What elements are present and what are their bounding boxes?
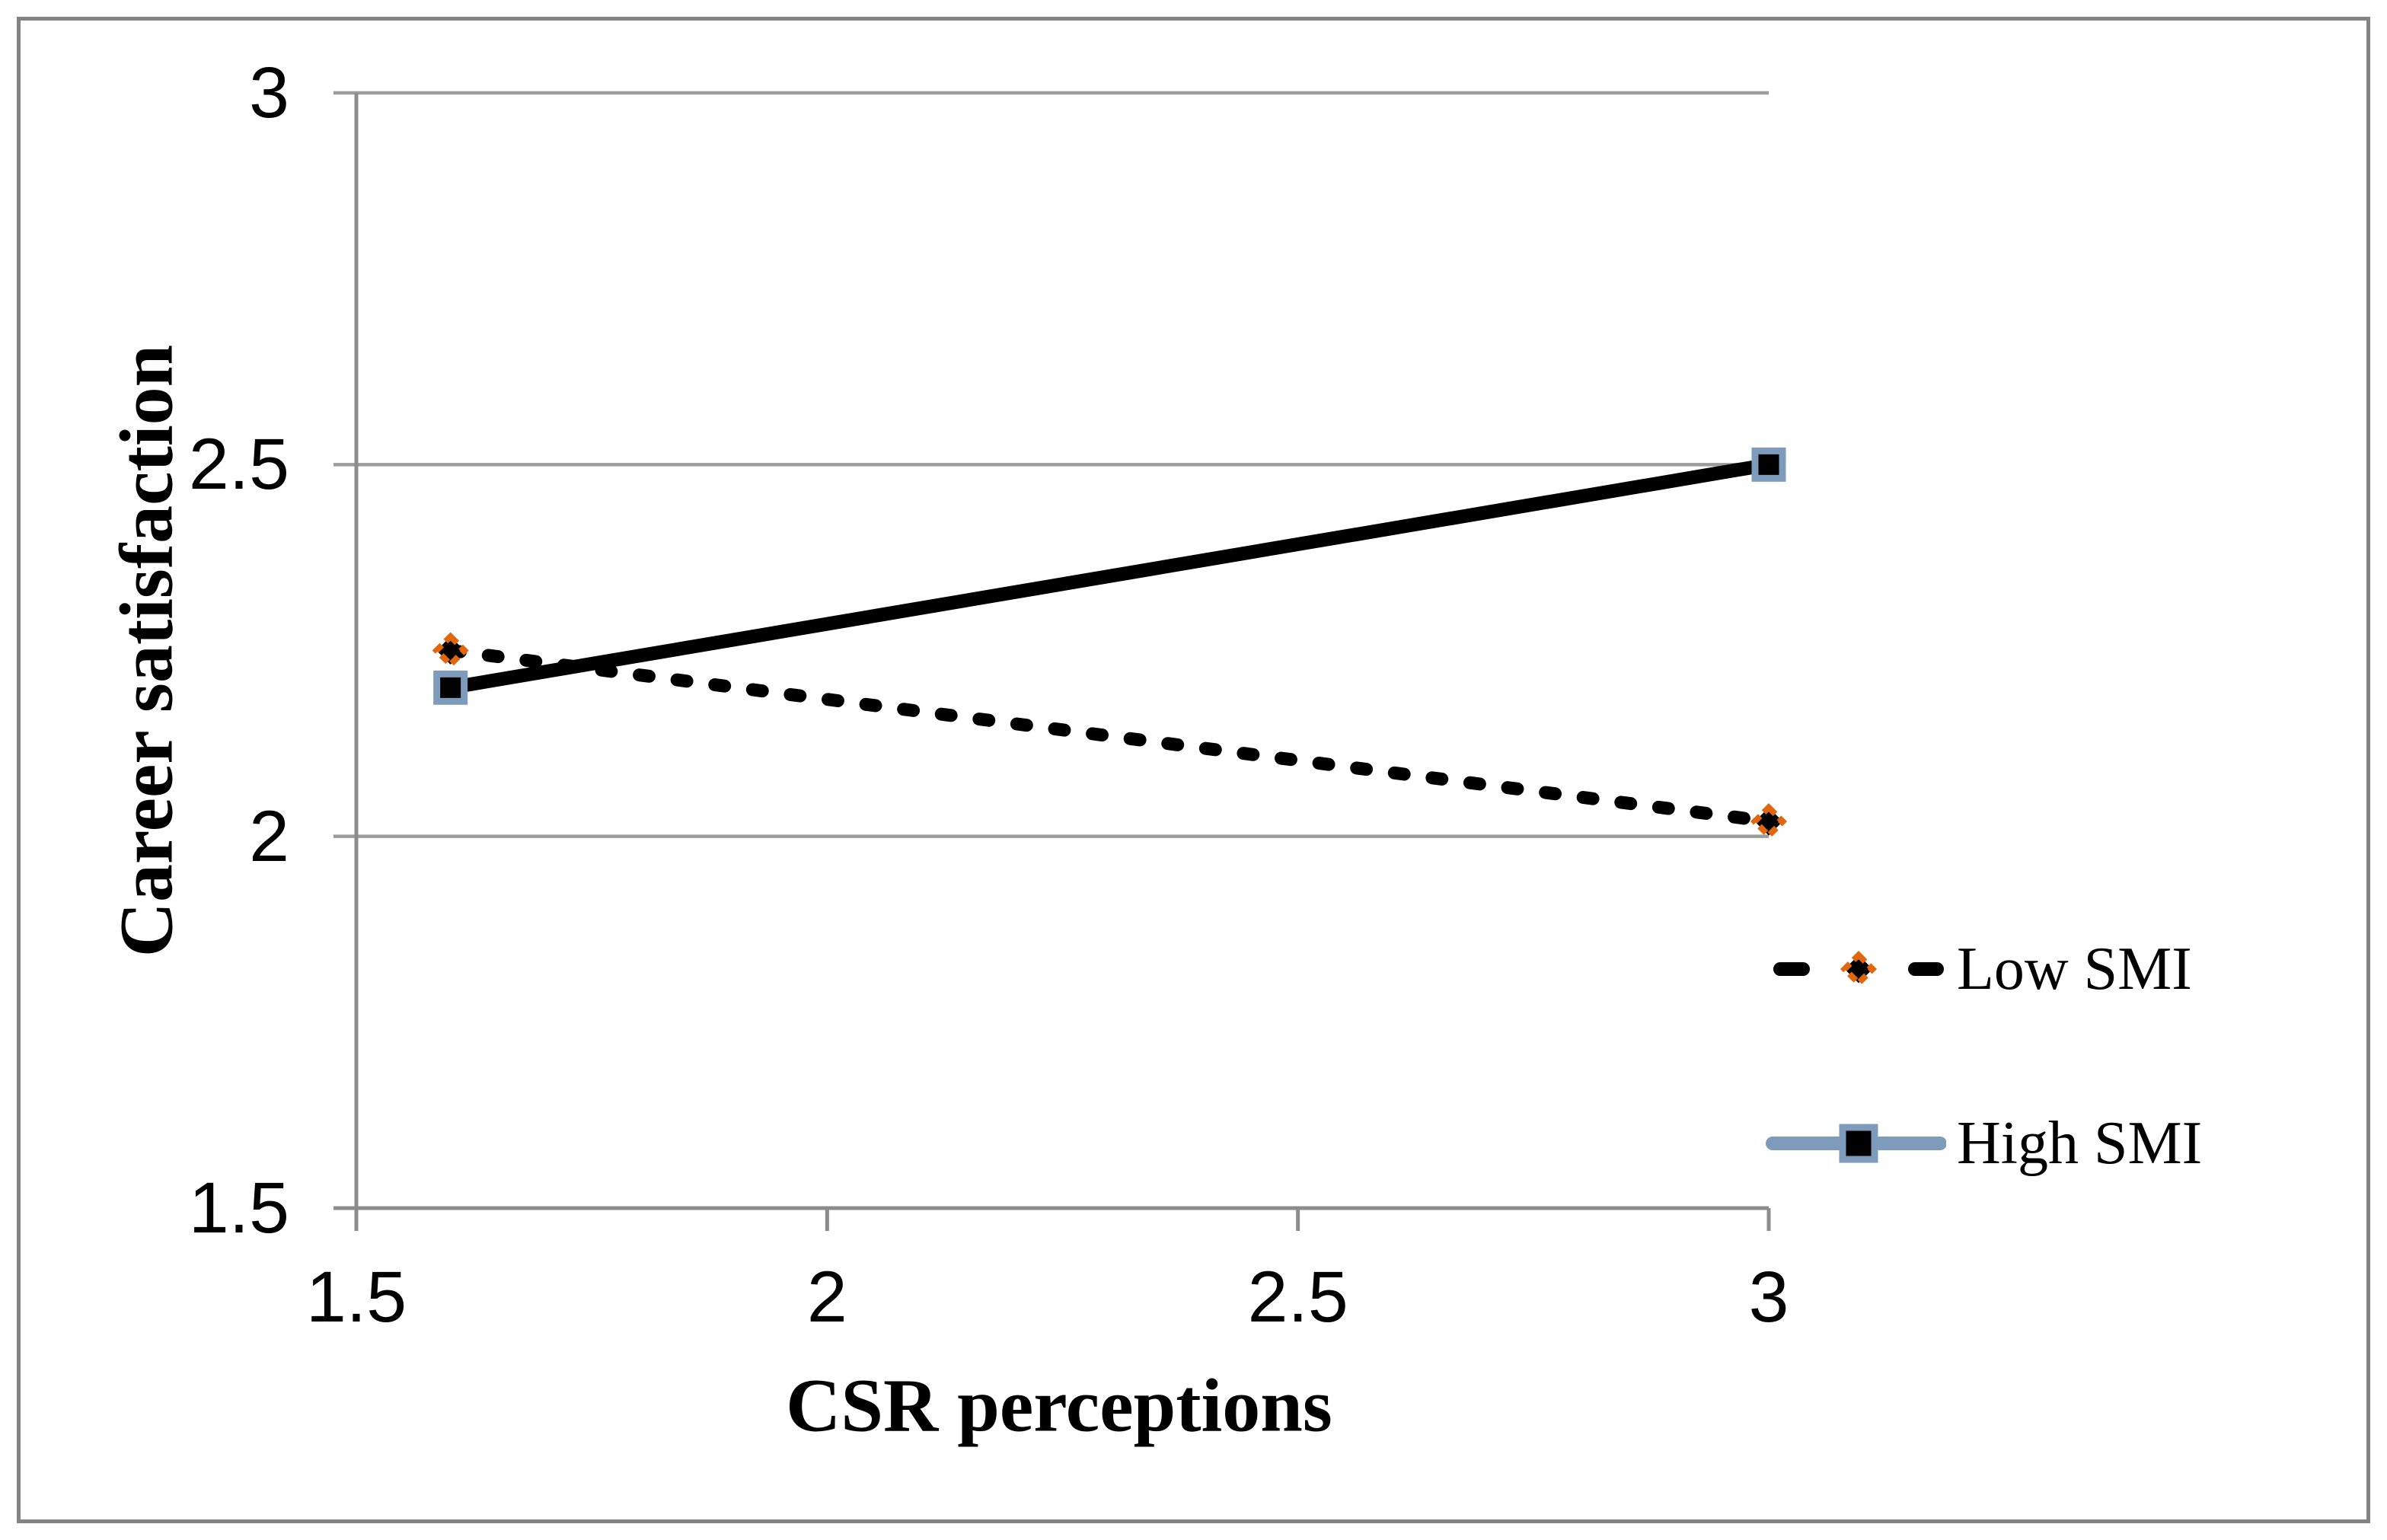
y-tick-label: 3 [249,52,289,133]
y-tick-label: 2 [249,796,289,877]
y-tick-label: 1.5 [188,1167,289,1248]
legend-marker-square [1839,1124,1878,1163]
series-line-low-smi [444,644,1776,828]
marker-diamond-low-smi [432,632,469,669]
legend-swatch-high-smi [1766,1124,1946,1163]
figure-border [17,17,2370,1523]
x-tick-label: 1.5 [305,1257,407,1338]
marker-square-high-smi [433,670,468,705]
marker-diamond-low-smi [1750,803,1788,840]
x-axis-title: CSR perceptions [786,1363,1332,1448]
legend-label-low-smi: Low SMI [1957,935,2192,1003]
legend-swatch-low-smi [1773,950,1944,988]
legend-dash [1908,962,1944,976]
x-tick-label: 2.5 [1247,1257,1348,1338]
series-line-high-smi [443,458,1776,695]
x-tick-label: 2 [806,1257,847,1338]
legend-item-low-smi: Low SMI [1763,923,2192,1015]
y-tick-label: 2.5 [188,424,289,505]
legend-label-high-smi: High SMI [1957,1109,2203,1177]
legend-item-high-smi: High SMI [1763,1098,2202,1189]
marker-square-high-smi [1751,447,1786,482]
y-axis-title: Career satisfaction [104,344,189,958]
legend-dash [1773,962,1810,976]
x-tick-label: 3 [1748,1257,1789,1338]
legend-marker-diamond [1840,950,1878,988]
